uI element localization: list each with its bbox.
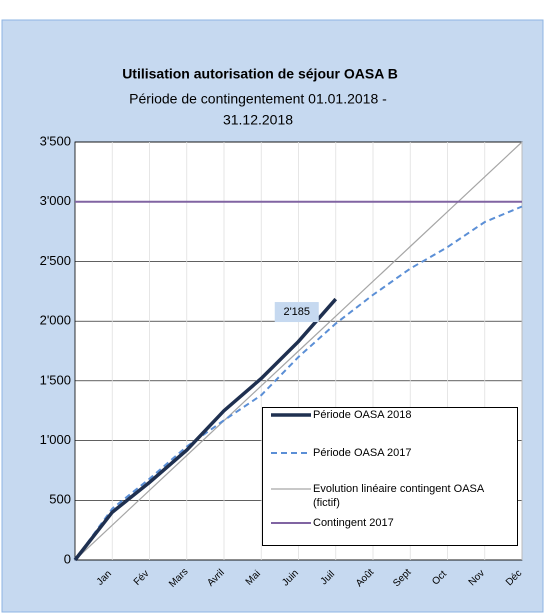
chart-title: Utilisation autorisation de séjour OASA … <box>122 66 398 82</box>
chart-subtitle: 31.12.2018 <box>223 112 293 128</box>
data-label: 2'185 <box>283 306 310 318</box>
y-tick-label: 3'000 <box>40 193 71 208</box>
y-tick-label: 2'000 <box>40 313 71 328</box>
legend-label: Période OASA 2017 <box>313 447 412 459</box>
legend-swatch <box>271 488 311 490</box>
legend-item: Période OASA 2018 <box>263 408 517 422</box>
legend: Période OASA 2018 Période OASA 2017 Evolut… <box>262 407 518 546</box>
y-tick-label: 2'500 <box>40 253 71 268</box>
legend-label: Période OASA 2018 <box>313 409 412 421</box>
legend-label: Contingent 2017 <box>313 517 394 529</box>
line-series <box>74 205 523 561</box>
y-tick-label: 3'500 <box>40 133 71 148</box>
legend-label: Evolution linéaire contingent OASA (fict… <box>313 483 484 509</box>
data-label-box <box>274 302 319 323</box>
line-series <box>74 141 523 561</box>
legend-swatch <box>271 522 311 524</box>
line-series <box>73 297 338 562</box>
legend-swatch <box>271 452 311 454</box>
legend-item: Contingent 2017 <box>263 516 517 530</box>
y-tick-label: 1'500 <box>40 372 71 387</box>
legend-item: Evolution linéaire contingent OASA (fict… <box>263 482 517 510</box>
y-tick-label: 1'000 <box>40 432 71 447</box>
chart-subtitle: Période de contingentement 01.01.2018 - <box>129 91 387 107</box>
legend-item: Période OASA 2017 <box>263 446 517 460</box>
y-tick-label: 0 <box>64 551 71 566</box>
legend-swatch <box>271 413 311 417</box>
y-tick-label: 500 <box>49 492 71 507</box>
